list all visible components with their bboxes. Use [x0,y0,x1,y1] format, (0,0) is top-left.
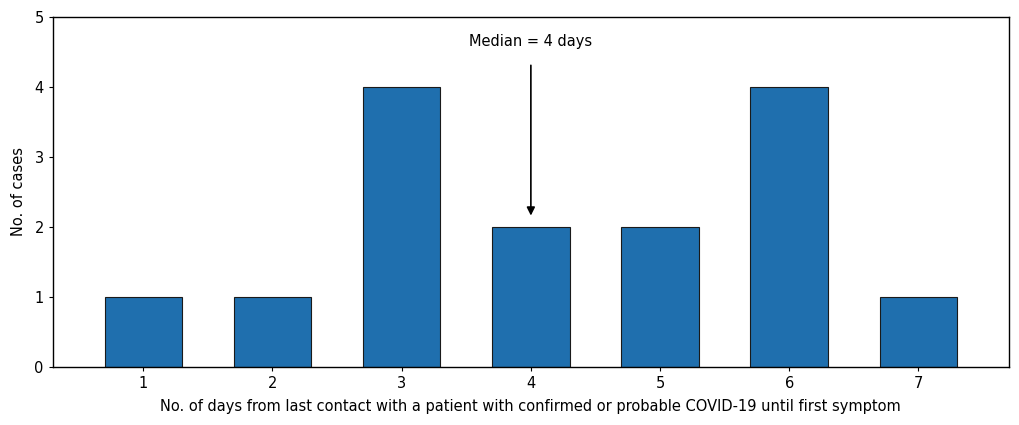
Bar [750,87,827,366]
X-axis label: No. of days from last contact with a patient with confirmed or probable COVID-19: No. of days from last contact with a pat… [160,399,901,414]
Bar [104,297,181,366]
Bar [621,227,698,366]
Y-axis label: No. of cases: No. of cases [11,147,26,236]
Bar [233,297,311,366]
Bar [878,297,956,366]
Bar [363,87,440,366]
Bar [491,227,569,366]
Text: Median = 4 days: Median = 4 days [469,34,592,48]
